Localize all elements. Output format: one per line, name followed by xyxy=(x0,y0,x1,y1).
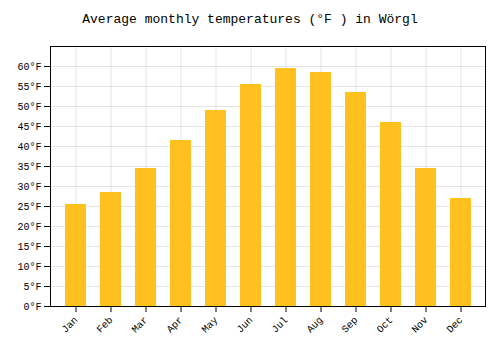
html-text:Average monthly temperatures (: Average monthly temperatures (°F ) in Wö… xyxy=(82,12,418,27)
svg-text:10°F: 10°F xyxy=(17,262,41,273)
svg-text:30°F: 30°F xyxy=(17,182,41,193)
svg-text:Oct: Oct xyxy=(375,315,396,336)
svg-text:Nov: Nov xyxy=(410,315,431,336)
svg-text:5°F: 5°F xyxy=(23,282,41,293)
svg-text:50°F: 50°F xyxy=(17,102,41,113)
svg-text:Jun: Jun xyxy=(235,315,256,336)
svg-text:60°F: 60°F xyxy=(17,62,41,73)
svg-text:25°F: 25°F xyxy=(17,202,41,213)
svg-text:May: May xyxy=(200,315,221,336)
svg-text:45°F: 45°F xyxy=(17,122,41,133)
svg-text:0°F: 0°F xyxy=(23,302,41,313)
svg-text:Mar: Mar xyxy=(130,315,151,336)
svg-text:Apr: Apr xyxy=(165,315,186,336)
svg-text:40°F: 40°F xyxy=(17,142,41,153)
svg-text:35°F: 35°F xyxy=(17,162,41,173)
svg-text:Sep: Sep xyxy=(340,315,361,336)
svg-text:55°F: 55°F xyxy=(17,82,41,93)
svg-text:Jul: Jul xyxy=(270,315,291,336)
svg-text:Aug: Aug xyxy=(305,315,326,336)
svg-text:Feb: Feb xyxy=(95,315,116,336)
svg-text:20°F: 20°F xyxy=(17,222,41,233)
svg-text:15°F: 15°F xyxy=(17,242,41,253)
svg-text:Jan: Jan xyxy=(60,315,81,336)
svg-text:Dec: Dec xyxy=(445,315,466,336)
